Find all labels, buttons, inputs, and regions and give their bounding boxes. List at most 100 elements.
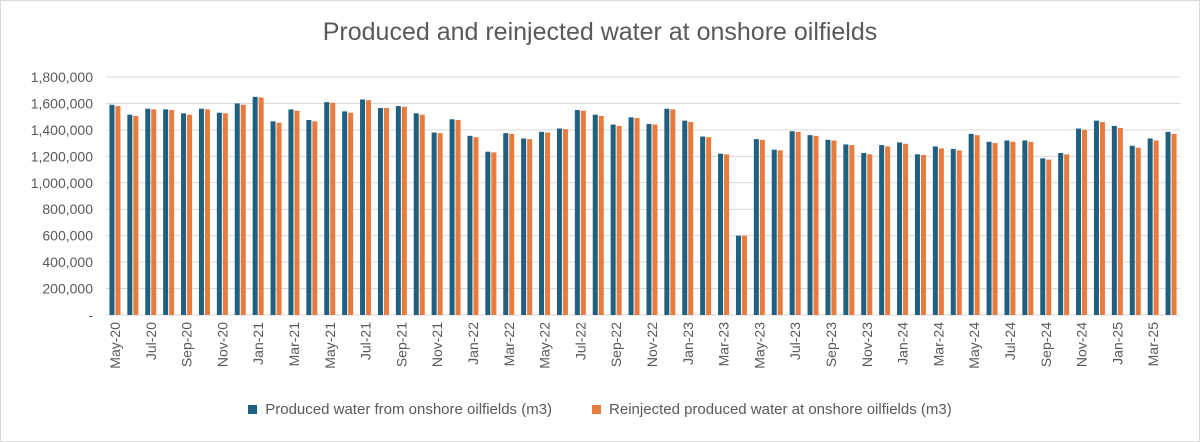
x-tick-label: Jul-22	[572, 322, 588, 360]
bar-reinjected	[634, 117, 640, 315]
x-tick-label: Sep-20	[179, 322, 195, 367]
bar-reinjected	[580, 110, 586, 315]
bar-produced	[879, 145, 885, 315]
bar-reinjected	[992, 143, 998, 315]
x-tick-label: Sep-21	[393, 322, 409, 367]
bar-produced	[1076, 128, 1082, 315]
bar-produced	[288, 109, 294, 316]
bar-reinjected	[294, 110, 300, 315]
bar-reinjected	[885, 146, 891, 315]
bar-reinjected	[491, 152, 497, 315]
bar-reinjected	[598, 116, 604, 315]
bar-produced	[342, 111, 348, 315]
bar-produced	[1165, 131, 1171, 315]
bar-produced	[270, 121, 276, 316]
bar-reinjected	[348, 112, 354, 315]
bar-produced	[950, 149, 956, 315]
bar-produced	[735, 235, 741, 315]
bar-produced	[753, 139, 759, 315]
bar-produced	[234, 103, 240, 315]
bar-reinjected	[240, 104, 246, 316]
x-tick-label: Mar-24	[930, 322, 946, 367]
bar-produced	[574, 110, 580, 315]
bar-reinjected	[222, 113, 228, 315]
bar-produced	[503, 133, 509, 315]
bar-produced	[1147, 138, 1153, 315]
bar-reinjected	[1028, 141, 1034, 315]
bar-reinjected	[724, 154, 730, 315]
x-tick-label: Sep-24	[1038, 322, 1054, 367]
bar-produced	[700, 136, 706, 315]
bar-reinjected	[1010, 141, 1016, 315]
bar-reinjected	[383, 108, 389, 315]
legend-item-produced: Produced water from onshore oilfields (m…	[248, 401, 552, 418]
bar-reinjected	[706, 137, 712, 315]
bar-reinjected	[920, 155, 926, 315]
bar-reinjected	[115, 106, 121, 315]
bar-produced	[1004, 140, 1010, 315]
bar-reinjected	[849, 145, 855, 315]
x-tick-label: Nov-23	[859, 322, 875, 367]
bar-produced	[664, 108, 670, 315]
bar-reinjected	[1135, 147, 1141, 315]
y-tick-label: 800,000	[42, 201, 93, 217]
x-tick-label: Nov-22	[644, 322, 660, 367]
bar-produced	[198, 108, 204, 315]
x-tick-label: Jan-23	[680, 322, 696, 365]
bar-produced	[897, 142, 903, 315]
x-tick-label: Jan-22	[465, 322, 481, 365]
bar-produced	[1022, 140, 1028, 315]
x-tick-label: Mar-25	[1145, 322, 1161, 367]
bar-produced	[377, 108, 383, 315]
x-tick-label: Jul-23	[787, 322, 803, 360]
x-tick-label: Mar-23	[716, 322, 732, 367]
legend-label-reinjected: Reinjected produced water at onshore oil…	[609, 401, 952, 418]
bar-produced	[1129, 145, 1135, 315]
bar-reinjected	[258, 97, 264, 315]
bar-reinjected	[670, 109, 676, 316]
bar-reinjected	[1064, 154, 1070, 315]
bar-produced	[628, 117, 634, 315]
bar-reinjected	[831, 140, 837, 315]
bar-produced	[413, 113, 419, 315]
bar-produced	[163, 109, 169, 316]
bar-produced	[825, 139, 831, 315]
bar-reinjected	[151, 109, 157, 316]
bar-produced	[843, 144, 849, 315]
y-tick-label: -	[88, 307, 93, 323]
bar-reinjected	[1099, 121, 1105, 315]
bar-produced	[449, 119, 455, 315]
legend-swatch-reinjected	[592, 405, 602, 414]
bar-reinjected	[903, 143, 909, 315]
bar-reinjected	[562, 129, 568, 315]
legend-item-reinjected: Reinjected produced water at onshore oil…	[592, 401, 952, 418]
bar-produced	[968, 133, 974, 315]
bar-reinjected	[401, 106, 407, 315]
bar-reinjected	[741, 235, 747, 315]
x-tick-label: Sep-22	[608, 322, 624, 367]
bar-produced	[807, 135, 813, 315]
bar-reinjected	[473, 137, 479, 315]
bar-produced	[485, 151, 491, 315]
x-tick-label: Jan-25	[1109, 322, 1125, 365]
bar-reinjected	[1082, 129, 1088, 315]
bar-produced	[556, 128, 562, 315]
x-tick-label: Jul-21	[358, 322, 374, 360]
y-tick-label: 400,000	[42, 254, 93, 270]
bar-produced	[914, 154, 920, 315]
x-tick-label: May-23	[751, 322, 767, 369]
bar-reinjected	[688, 121, 694, 315]
x-tick-label: Jul-24	[1002, 322, 1018, 360]
bar-reinjected	[437, 133, 443, 315]
bar-produced	[306, 119, 312, 315]
y-tick-label: 600,000	[42, 228, 93, 244]
y-tick-label: 1,200,000	[31, 148, 93, 164]
x-tick-label: Jan-21	[250, 322, 266, 365]
y-tick-label: 200,000	[42, 281, 93, 297]
legend-swatch-produced	[248, 405, 258, 414]
bar-reinjected	[795, 131, 801, 315]
bar-produced	[592, 114, 598, 315]
bar-produced	[718, 153, 724, 315]
legend: Produced water from onshore oilfields (m…	[0, 401, 1200, 418]
